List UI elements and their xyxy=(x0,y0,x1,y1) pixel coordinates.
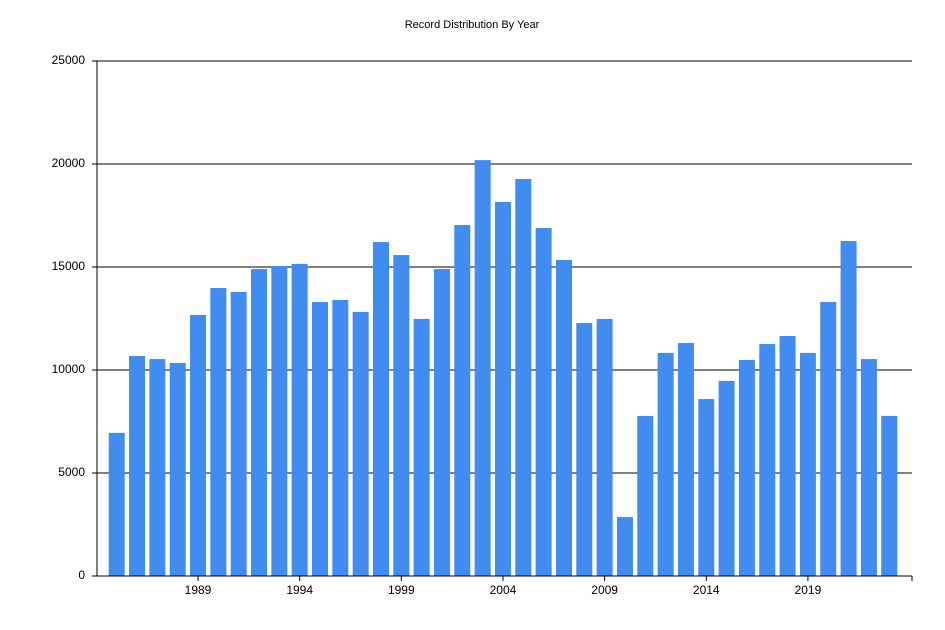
bar xyxy=(454,224,471,576)
bar xyxy=(860,359,877,576)
bar xyxy=(332,299,349,576)
bar xyxy=(129,355,146,576)
bar xyxy=(372,242,389,576)
y-tick-label: 5000 xyxy=(58,465,85,479)
bar xyxy=(291,263,308,576)
bar xyxy=(616,517,633,576)
bar xyxy=(555,259,572,576)
bar xyxy=(108,432,125,576)
x-tick-label: 2019 xyxy=(795,583,822,597)
bar xyxy=(759,344,776,576)
bar xyxy=(596,318,613,576)
bar xyxy=(881,415,898,576)
bar xyxy=(251,269,268,576)
bar xyxy=(576,323,593,576)
bar xyxy=(718,380,735,576)
bar xyxy=(169,362,186,576)
y-tick-label: 0 xyxy=(78,568,85,582)
bar xyxy=(433,269,450,576)
bar xyxy=(271,265,288,576)
bar xyxy=(210,288,227,576)
x-tick-label: 1999 xyxy=(388,583,415,597)
bar xyxy=(799,352,816,576)
bar xyxy=(230,291,247,576)
x-tick-label: 2014 xyxy=(693,583,720,597)
bar xyxy=(677,343,694,576)
bar xyxy=(535,228,552,577)
x-tick-label: 1994 xyxy=(286,583,313,597)
y-tick-label: 25000 xyxy=(52,53,86,67)
bar xyxy=(637,415,654,576)
bar xyxy=(312,302,328,576)
bar xyxy=(779,336,796,576)
chart-title: Record Distribution By Year xyxy=(405,19,540,31)
y-tick-label: 10000 xyxy=(52,362,86,376)
bar xyxy=(820,302,837,576)
x-tick-label: 1989 xyxy=(185,583,212,597)
x-tick-label: 2004 xyxy=(490,583,517,597)
bar xyxy=(393,255,410,576)
bar xyxy=(149,359,166,576)
bar xyxy=(190,314,207,576)
bar xyxy=(413,318,430,576)
bar xyxy=(698,399,715,576)
bar xyxy=(840,241,857,576)
y-tick-label: 15000 xyxy=(52,259,86,273)
bar xyxy=(515,179,532,576)
x-tick-label: 2009 xyxy=(591,583,618,597)
y-tick-label: 20000 xyxy=(52,156,86,170)
bar xyxy=(352,311,369,576)
bar xyxy=(738,359,755,576)
bar xyxy=(657,352,674,576)
bar xyxy=(494,201,511,577)
bar xyxy=(474,160,491,576)
